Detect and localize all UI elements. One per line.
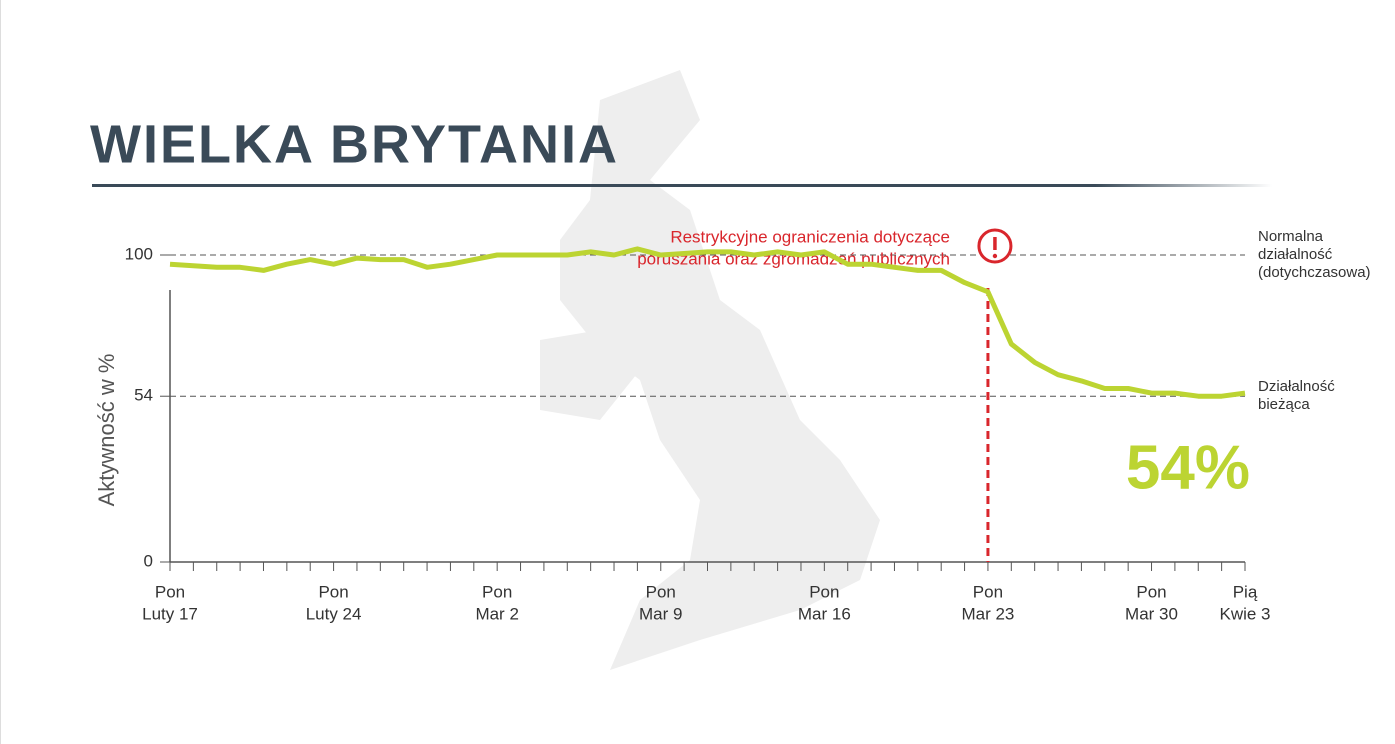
x-tick-day: Pon: [646, 582, 676, 601]
x-tick-label: Mar 9: [639, 604, 682, 623]
x-tick-day: Pią: [1233, 582, 1258, 601]
x-tick-label: Luty 24: [306, 604, 362, 623]
chart-title: WIELKA BRYTANIA: [90, 114, 619, 174]
y-axis-label: Aktywność w %: [94, 354, 119, 507]
x-tick-day: Pon: [482, 582, 512, 601]
y-tick-label: 0: [144, 551, 153, 570]
reference-label: działalność: [1258, 246, 1333, 263]
x-tick-day: Pon: [318, 582, 348, 601]
x-tick-label: Kwie 3: [1219, 604, 1270, 623]
x-tick-day: Pon: [155, 582, 185, 601]
x-tick-label: Mar 2: [475, 604, 518, 623]
map-silhouette: [540, 70, 880, 670]
x-tick-label: Mar 16: [798, 604, 851, 623]
y-tick-label: 100: [125, 244, 153, 263]
x-tick-label: Mar 30: [1125, 604, 1178, 623]
x-tick-label: Luty 17: [142, 604, 198, 623]
title-underline: [92, 184, 1272, 187]
event-label: Restrykcyjne ograniczenia dotyczące: [670, 227, 950, 246]
reference-label: (dotychczasowa): [1258, 264, 1371, 281]
event-icon: [992, 253, 998, 259]
reference-label: bieżąca: [1258, 396, 1310, 413]
y-tick-label: 54: [134, 386, 153, 405]
x-tick-day: Pon: [1136, 582, 1166, 601]
reference-label: Działalność: [1258, 378, 1335, 395]
x-tick-day: Pon: [973, 582, 1003, 601]
reference-label: Normalna: [1258, 228, 1324, 245]
data-line: [169, 246, 1246, 399]
x-tick-day: Pon: [809, 582, 839, 601]
current-value-label: 54%: [1126, 433, 1250, 502]
x-tick-label: Mar 23: [961, 604, 1014, 623]
